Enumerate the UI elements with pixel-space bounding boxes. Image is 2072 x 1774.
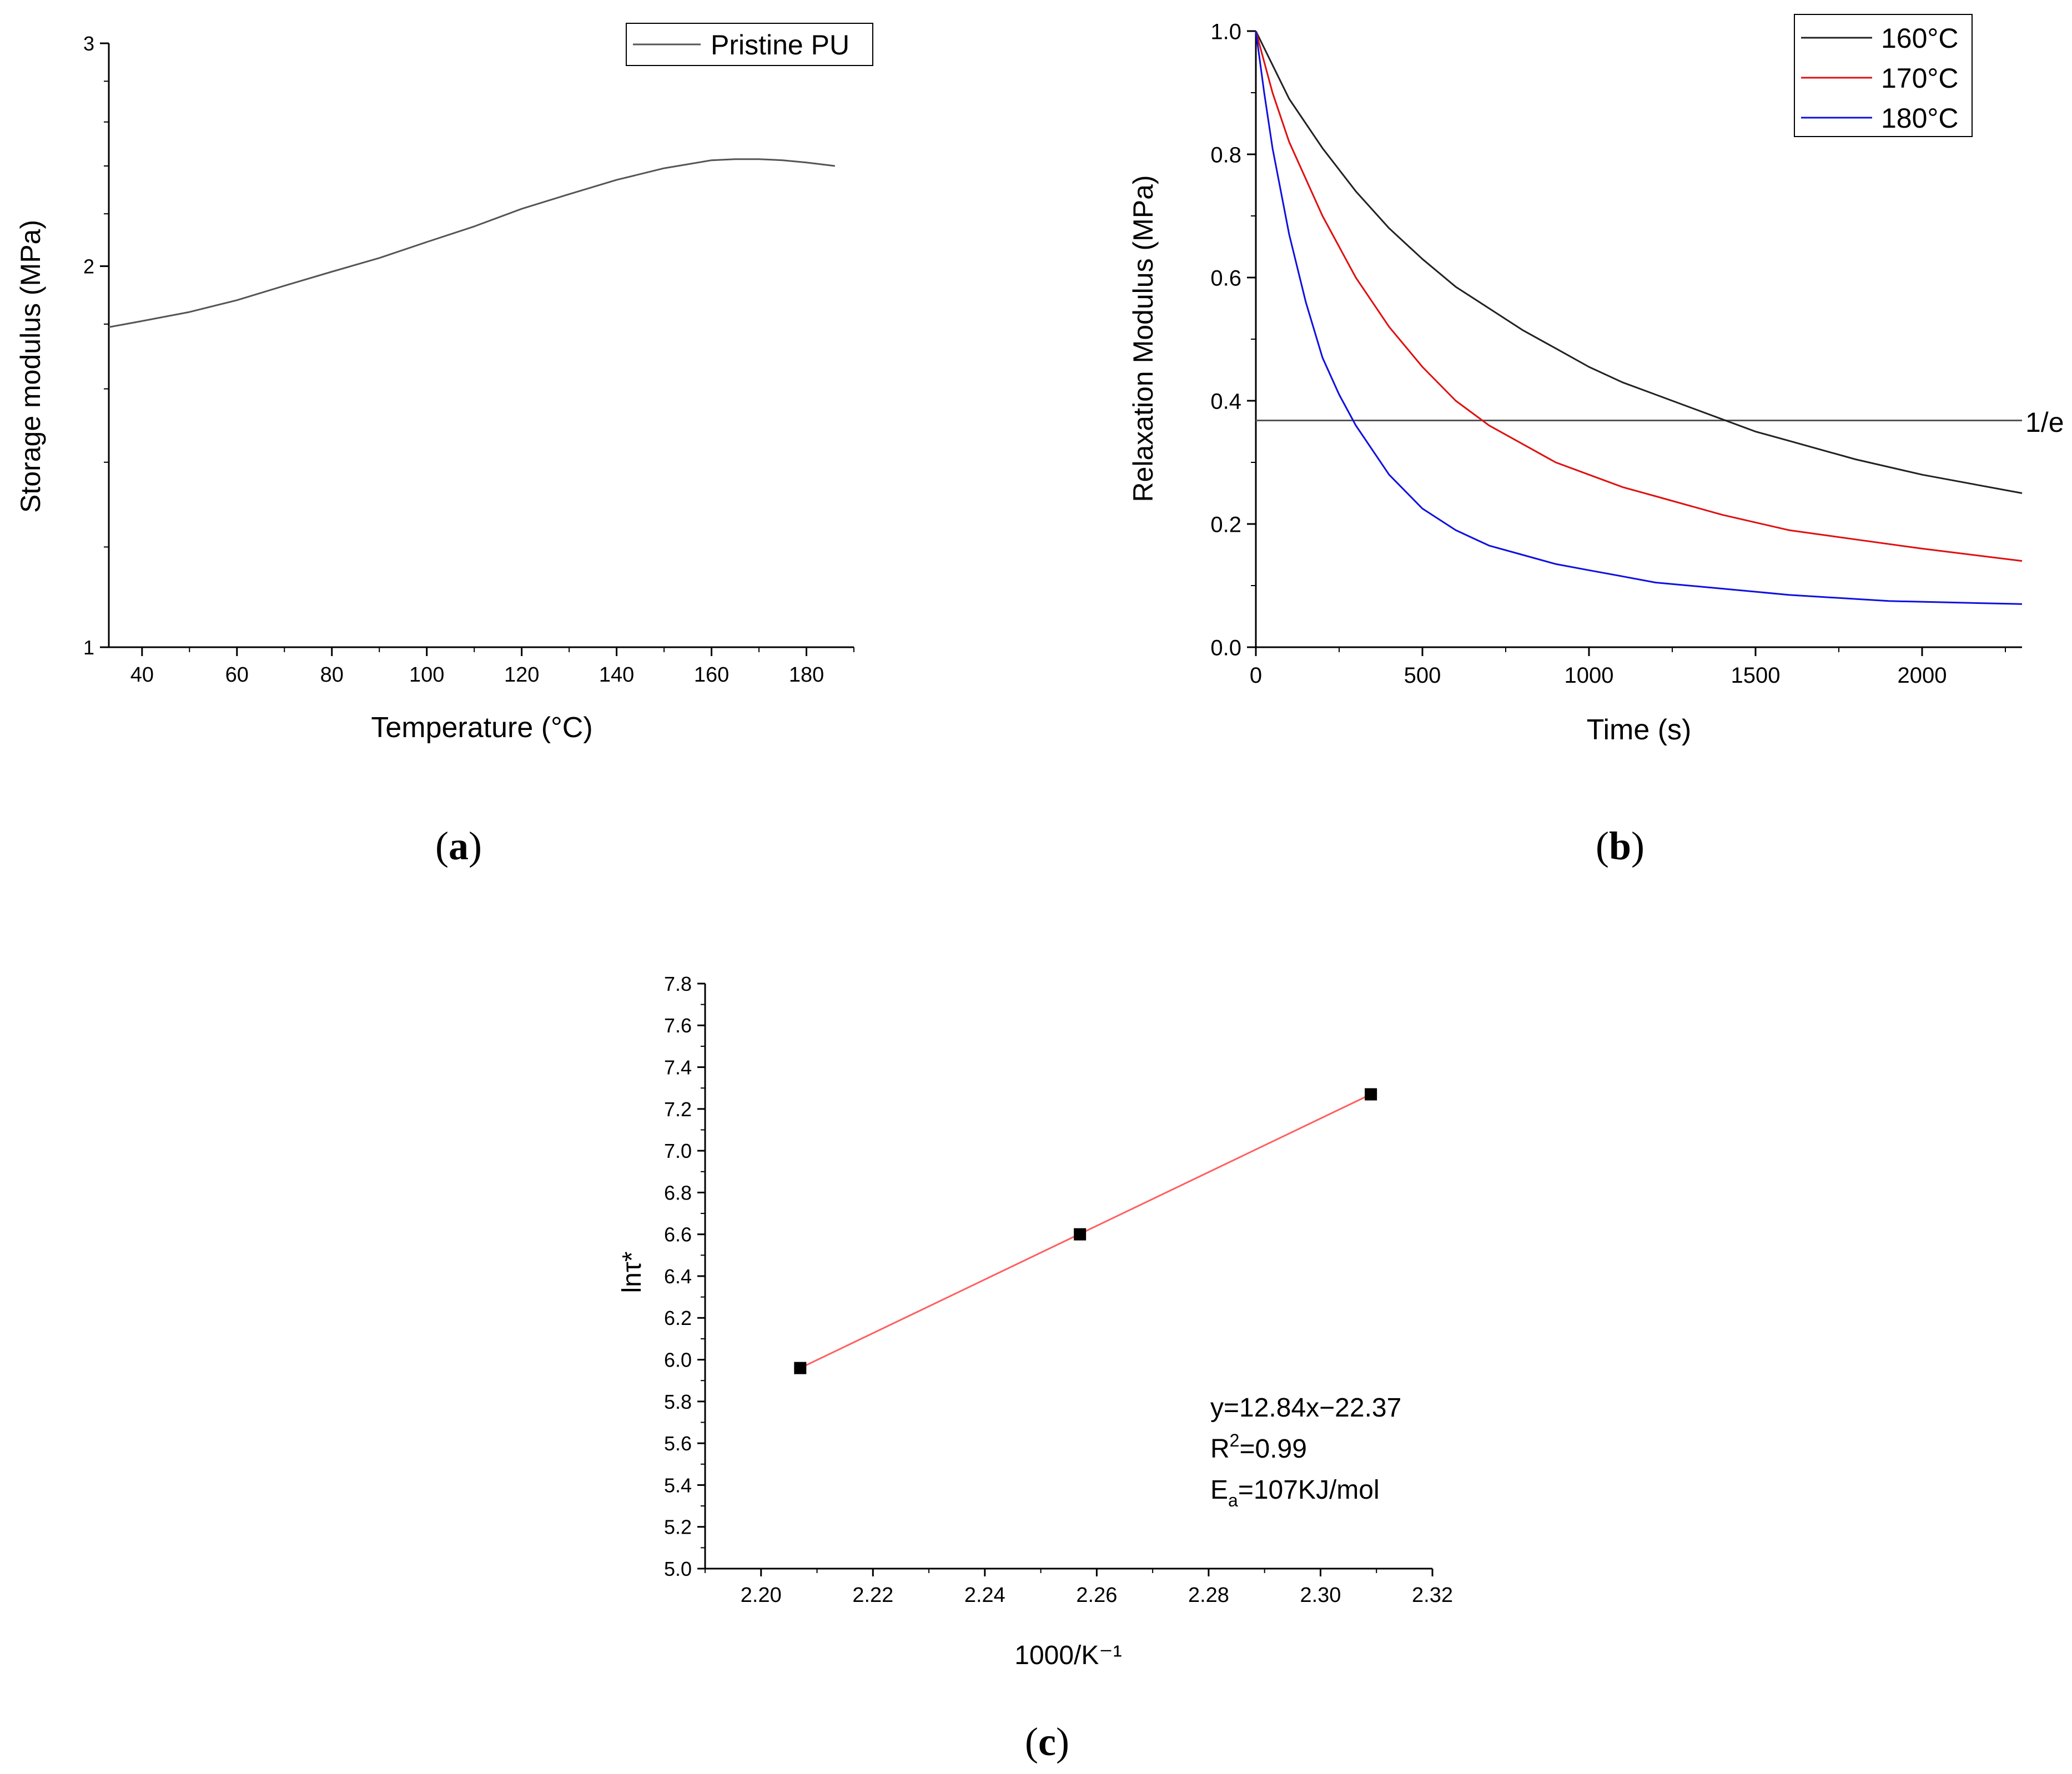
x-tick-label-c: 2.22 — [852, 1584, 893, 1607]
y-axis-label-c: lnτ* — [617, 1252, 647, 1293]
panel-label-c-letter: c — [1038, 1720, 1056, 1764]
y-tick-label-c: 6.6 — [664, 1223, 692, 1246]
x-tick-label-b: 500 — [1404, 663, 1441, 688]
y-tick-label-c: 6.2 — [664, 1307, 692, 1329]
annotation-r2-label: R — [1210, 1434, 1230, 1464]
chart-panel-c: 2.20 2.22 2.24 2.26 2.28 2.30 2.32 5.0 5.2 5.4 5.6… — [617, 972, 1453, 1764]
y-tick-label-c: 7.4 — [664, 1056, 692, 1079]
y-tick-label-c: 5.8 — [664, 1390, 692, 1413]
y-tick-label-c: 7.8 — [664, 972, 692, 995]
panel-label-a-letter: a — [449, 824, 469, 868]
y-tick-label-b: 0.4 — [1210, 389, 1241, 414]
annotation-r2-sup: 2 — [1230, 1430, 1240, 1450]
y-tick-label-b: 0.8 — [1210, 143, 1241, 167]
y-tick-label-c: 7.6 — [664, 1014, 692, 1037]
x-tick-label-b: 0 — [1250, 663, 1262, 688]
data-point-c — [1074, 1228, 1087, 1241]
y-tick-label-b: 0.2 — [1210, 512, 1241, 537]
x-tick-label-c: 2.24 — [964, 1584, 1005, 1607]
y-axis-label-b: Relaxation Modulus (MPa) — [1128, 175, 1159, 502]
annotation-ea-value: =107KJ/mol — [1238, 1475, 1380, 1505]
y-tick-label-c: 5.6 — [664, 1432, 692, 1455]
legend-a: Pristine PU — [626, 23, 873, 66]
x-axis-label-a: Temperature (°C) — [371, 712, 592, 744]
annotation-equation: y=12.84x−22.37 — [1210, 1393, 1401, 1423]
annotation-r2-value: =0.99 — [1239, 1434, 1306, 1464]
legend-box-b — [1794, 14, 1973, 137]
annotation-ea: Ea=107KJ/mol — [1210, 1475, 1380, 1510]
plot-area-c: 2.20 2.22 2.24 2.26 2.28 2.30 2.32 5.0 5.2 5.4 5.6… — [664, 972, 1453, 1607]
x-tick-label-b: 2000 — [1898, 663, 1947, 688]
plot-area-a: 40 60 80 100 120 140 160 180 1 2 3 Pristine PU — [83, 23, 873, 687]
y-tick-label-b: 0.6 — [1210, 266, 1241, 290]
chart-panel-a: 40 60 80 100 120 140 160 180 1 2 3 Pristine PU Temp… — [15, 23, 873, 868]
data-point-c — [1365, 1088, 1377, 1101]
panel-label-b: (b) — [1596, 824, 1644, 868]
y-tick-label-c: 6.4 — [664, 1265, 692, 1288]
legend-label-pristine-pu: Pristine PU — [711, 29, 849, 61]
legend-label-170c: 170°C — [1881, 63, 1959, 94]
x-axis-label-b: Time (s) — [1587, 714, 1692, 746]
y-axis-label-a: Storage modulus (MPa) — [15, 220, 46, 513]
x-tick-label-a: 160 — [694, 663, 729, 687]
x-tick-label-a: 140 — [599, 663, 634, 687]
x-tick-label-c: 2.28 — [1188, 1584, 1229, 1607]
annotation-r2: R2=0.99 — [1210, 1430, 1307, 1464]
y-tick-label-a: 1 — [83, 636, 94, 659]
x-tick-label-c: 2.26 — [1076, 1584, 1117, 1607]
x-tick-label-c: 2.20 — [741, 1584, 782, 1607]
legend-label-180c: 180°C — [1881, 103, 1959, 134]
y-tick-label-b: 0.0 — [1210, 636, 1241, 660]
y-tick-label-c: 7.0 — [664, 1140, 692, 1162]
series-line-170c — [1255, 31, 2023, 562]
y-tick-label-c: 7.2 — [664, 1098, 692, 1121]
series-line-180c — [1255, 31, 2023, 605]
reference-line-label-b: 1/e — [2025, 407, 2064, 438]
y-tick-label-b: 1.0 — [1210, 19, 1241, 44]
y-tick-label-c: 5.0 — [664, 1558, 692, 1580]
x-tick-label-a: 120 — [504, 663, 539, 687]
x-tick-label-a: 100 — [409, 663, 444, 687]
x-tick-label-c: 2.30 — [1300, 1584, 1341, 1607]
y-tick-label-c: 6.8 — [664, 1181, 692, 1204]
x-tick-label-a: 180 — [789, 663, 824, 687]
y-tick-label-c: 6.0 — [664, 1349, 692, 1372]
legend-b: 160°C 170°C 180°C — [1794, 14, 1973, 137]
y-tick-label-c: 5.2 — [664, 1516, 692, 1539]
x-tick-label-b: 1500 — [1731, 663, 1781, 688]
y-tick-label-a: 2 — [83, 255, 94, 278]
panel-label-a: (a) — [435, 824, 482, 868]
panel-label-c: (c) — [1025, 1720, 1069, 1764]
panel-label-b-letter: b — [1609, 824, 1631, 868]
x-tick-label-a: 80 — [320, 663, 344, 687]
data-point-c — [794, 1362, 807, 1374]
x-axis-label-c: 1000/K⁻¹ — [1014, 1641, 1122, 1670]
x-tick-label-a: 60 — [225, 663, 249, 687]
x-tick-label-b: 1000 — [1565, 663, 1614, 688]
annotation-ea-sub: a — [1228, 1490, 1238, 1510]
y-tick-label-c: 5.4 — [664, 1474, 692, 1496]
legend-label-160c: 160°C — [1881, 23, 1959, 54]
y-tick-label-a: 3 — [83, 32, 94, 55]
annotation-ea-label: E — [1210, 1475, 1228, 1505]
x-tick-label-c: 2.32 — [1412, 1584, 1453, 1607]
series-line-160c — [1255, 31, 2023, 494]
series-line-pristine-pu — [108, 158, 835, 328]
x-tick-label-a: 40 — [130, 663, 154, 687]
